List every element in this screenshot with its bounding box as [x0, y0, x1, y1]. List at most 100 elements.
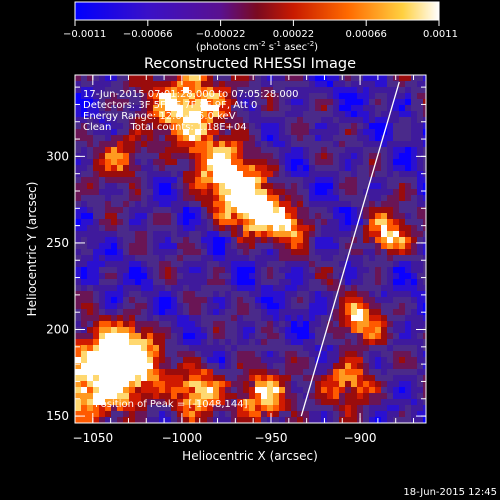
- heatmap-cell: [369, 297, 375, 303]
- heatmap-cell: [327, 273, 333, 279]
- heatmap-cell: [261, 75, 267, 81]
- heatmap-cell: [297, 339, 303, 345]
- heatmap-cell: [405, 375, 411, 381]
- heatmap-cell: [321, 231, 327, 237]
- heatmap-cell: [93, 267, 99, 273]
- heatmap-cell: [135, 99, 141, 105]
- heatmap-cell: [129, 333, 135, 339]
- heatmap-cell: [105, 183, 111, 189]
- heatmap-cell: [297, 249, 303, 255]
- heatmap-cell: [81, 369, 87, 375]
- heatmap-cell: [351, 369, 357, 375]
- heatmap-cell: [411, 303, 417, 309]
- heatmap-cell: [99, 327, 105, 333]
- heatmap-cell: [237, 219, 243, 225]
- heatmap-cell: [111, 75, 117, 81]
- heatmap-cell: [381, 189, 387, 195]
- heatmap-cell: [285, 189, 291, 195]
- heatmap-cell: [309, 285, 315, 291]
- heatmap-cell: [105, 267, 111, 273]
- heatmap-cell: [117, 327, 123, 333]
- heatmap-cell: [105, 141, 111, 147]
- heatmap-cell: [399, 375, 405, 381]
- heatmap-cell: [411, 213, 417, 219]
- heatmap-cell: [189, 219, 195, 225]
- heatmap-cell: [189, 357, 195, 363]
- heatmap-cell: [171, 93, 177, 99]
- heatmap-cell: [309, 99, 315, 105]
- heatmap-cell: [285, 171, 291, 177]
- heatmap-cell: [279, 213, 285, 219]
- heatmap-cell: [201, 255, 207, 261]
- heatmap-cell: [267, 231, 273, 237]
- heatmap-cell: [285, 129, 291, 135]
- heatmap-cell: [363, 369, 369, 375]
- heatmap-cell: [345, 249, 351, 255]
- heatmap-cell: [135, 207, 141, 213]
- heatmap-cell: [327, 291, 333, 297]
- heatmap-cell: [321, 321, 327, 327]
- heatmap-cell: [105, 237, 111, 243]
- heatmap-cell: [357, 285, 363, 291]
- heatmap-cell: [369, 81, 375, 87]
- heatmap-cell: [315, 321, 321, 327]
- heatmap-cell: [267, 261, 273, 267]
- heatmap-cell: [75, 87, 81, 93]
- heatmap-cell: [117, 159, 123, 165]
- heatmap-cell: [225, 369, 231, 375]
- heatmap-cell: [273, 399, 279, 405]
- heatmap-cell: [111, 135, 117, 141]
- heatmap-cell: [111, 237, 117, 243]
- heatmap-cell: [105, 255, 111, 261]
- heatmap-cell: [99, 255, 105, 261]
- heatmap-cell: [297, 219, 303, 225]
- heatmap-cell: [255, 255, 261, 261]
- heatmap-cell: [195, 357, 201, 363]
- heatmap-cell: [75, 291, 81, 297]
- heatmap-cell: [315, 117, 321, 123]
- heatmap-cell: [405, 249, 411, 255]
- heatmap-cell: [183, 297, 189, 303]
- heatmap-cell: [411, 339, 417, 345]
- heatmap-cell: [75, 75, 81, 81]
- heatmap-cell: [411, 195, 417, 201]
- heatmap-cell: [207, 195, 213, 201]
- heatmap-cell: [123, 405, 129, 411]
- heatmap-cell: [369, 123, 375, 129]
- heatmap-cell: [351, 105, 357, 111]
- heatmap-cell: [189, 267, 195, 273]
- heatmap-cell: [219, 327, 225, 333]
- heatmap-cell: [81, 357, 87, 363]
- heatmap-cell: [225, 135, 231, 141]
- heatmap-cell: [279, 249, 285, 255]
- heatmap-cell: [165, 141, 171, 147]
- heatmap-cell: [339, 345, 345, 351]
- heatmap-cell: [153, 141, 159, 147]
- heatmap-cell: [135, 369, 141, 375]
- heatmap-cell: [135, 333, 141, 339]
- heatmap-cell: [405, 219, 411, 225]
- heatmap-cell: [93, 411, 99, 417]
- heatmap-cell: [195, 141, 201, 147]
- heatmap-cell: [177, 417, 183, 423]
- heatmap-cell: [141, 159, 147, 165]
- heatmap-cell: [231, 105, 237, 111]
- heatmap-cell: [177, 207, 183, 213]
- heatmap-cell: [381, 177, 387, 183]
- heatmap-cell: [339, 159, 345, 165]
- heatmap-cell: [183, 345, 189, 351]
- heatmap-cell: [117, 339, 123, 345]
- heatmap-cell: [225, 309, 231, 315]
- heatmap-cell: [87, 273, 93, 279]
- heatmap-cell: [147, 135, 153, 141]
- heatmap-cell: [183, 183, 189, 189]
- heatmap-cell: [357, 237, 363, 243]
- heatmap-cell: [327, 411, 333, 417]
- heatmap-cell: [195, 207, 201, 213]
- heatmap-cell: [423, 87, 426, 93]
- heatmap-cell: [417, 345, 423, 351]
- heatmap-cell: [285, 75, 291, 81]
- heatmap-cell: [225, 177, 231, 183]
- heatmap-cell: [147, 369, 153, 375]
- heatmap-cell: [237, 375, 243, 381]
